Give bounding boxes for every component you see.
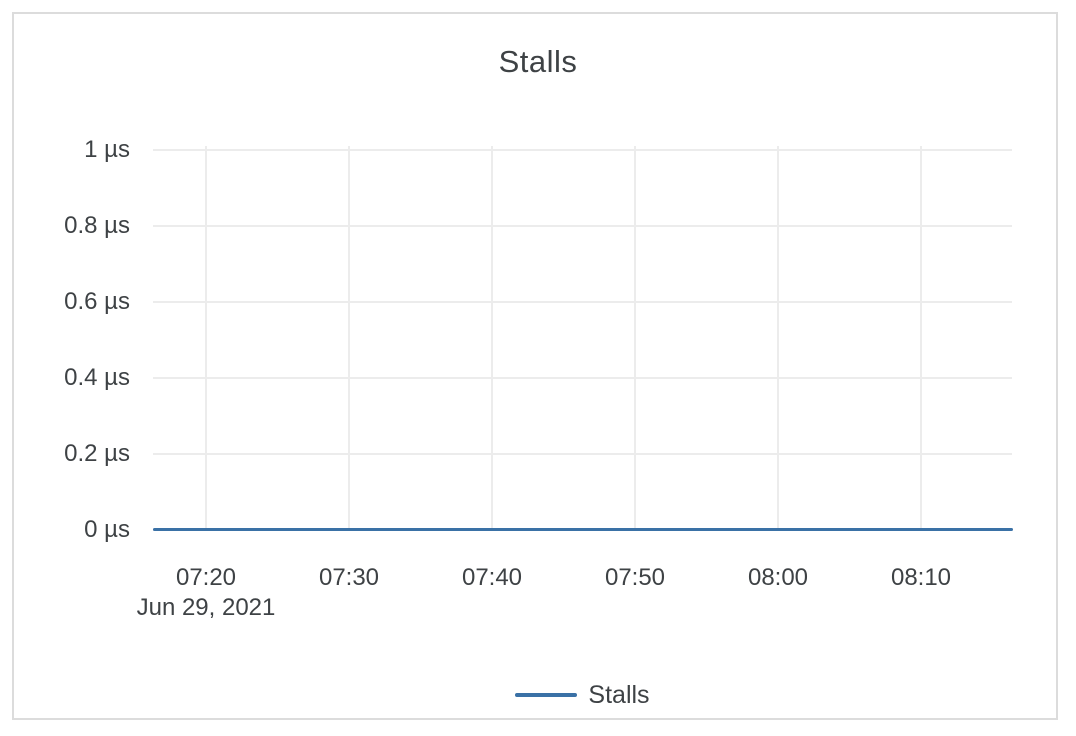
x-tick-label: 07:30: [318, 564, 380, 591]
legend-item-stalls[interactable]: Stalls: [153, 678, 1012, 712]
series-line-stalls: [153, 528, 1013, 531]
h-gridline: [153, 453, 1012, 455]
h-gridline: [153, 301, 1012, 303]
chart-title: Stalls: [498, 44, 578, 79]
y-tick-label: 0.8 µs: [64, 212, 130, 239]
y-tick-label: 0.4 µs: [64, 364, 130, 391]
h-gridline: [153, 225, 1012, 227]
x-tick-label: 07:50: [604, 564, 666, 591]
x-tick-label: 08:10: [890, 564, 952, 591]
y-tick-label: 1 µs: [84, 136, 130, 163]
h-gridline: [153, 377, 1012, 379]
v-gridline: [491, 146, 493, 531]
y-tick-label: 0.6 µs: [64, 288, 130, 315]
v-gridline: [920, 146, 922, 531]
y-tick-label: 0.2 µs: [64, 440, 130, 467]
legend-label: Stalls: [588, 681, 650, 709]
v-gridline: [634, 146, 636, 531]
h-gridline: [153, 149, 1012, 151]
x-tick-label: 08:00: [747, 564, 809, 591]
v-gridline: [777, 146, 779, 531]
x-tick-label: 07:20: [175, 564, 237, 591]
chart-card: [12, 12, 1058, 720]
legend-line-swatch-icon: [515, 693, 578, 697]
x-axis-date-label: Jun 29, 2021: [136, 594, 276, 621]
v-gridline: [348, 146, 350, 531]
y-tick-label: 0 µs: [84, 516, 130, 543]
v-gridline: [205, 146, 207, 531]
x-tick-label: 07:40: [461, 564, 523, 591]
